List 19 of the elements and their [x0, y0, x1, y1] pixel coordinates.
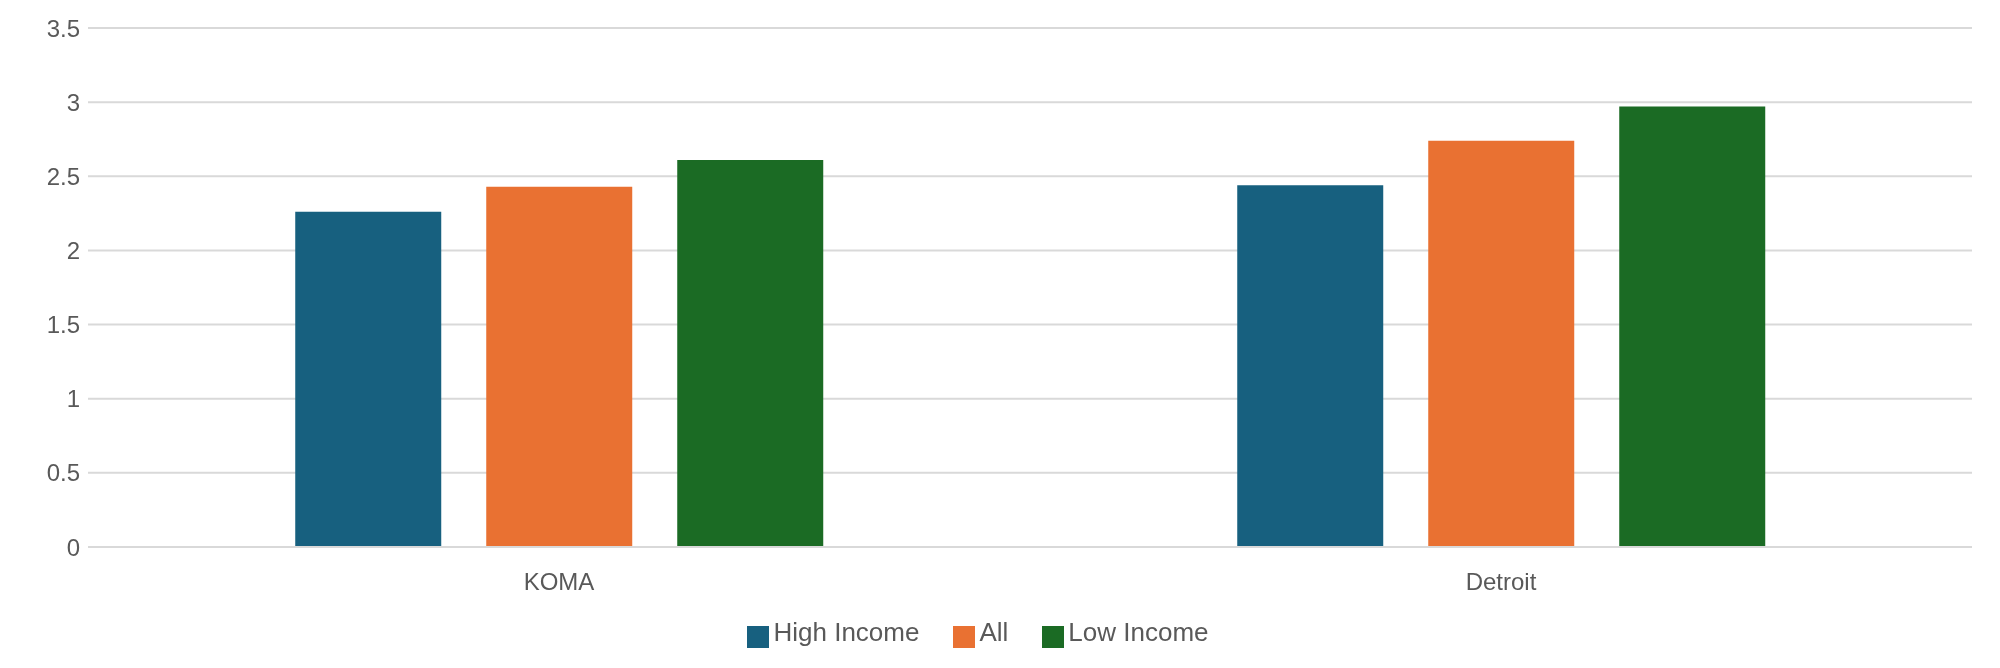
y-tick-label: 2: [66, 236, 80, 264]
y-tick-label: 1.5: [46, 311, 80, 339]
y-tick-label: 1: [66, 385, 80, 413]
bar: [295, 211, 442, 547]
legend-label: Low Income: [1068, 617, 1209, 647]
x-tick-label: KOMA: [523, 568, 595, 596]
y-tick-label: 0.5: [46, 459, 80, 487]
bar: [486, 186, 633, 547]
bar: [1619, 106, 1766, 547]
y-tick-label: 3: [66, 88, 80, 116]
legend-label: All: [979, 617, 1009, 647]
y-tick-label: 0: [66, 533, 80, 561]
bar: [1237, 185, 1384, 547]
bar: [677, 159, 824, 547]
y-tick-label: 2.5: [46, 162, 80, 190]
x-tick-label: Detroit: [1465, 568, 1537, 596]
bar: [1428, 140, 1575, 547]
legend-label: High Income: [773, 617, 920, 647]
y-tick-label: 3.5: [46, 14, 80, 42]
